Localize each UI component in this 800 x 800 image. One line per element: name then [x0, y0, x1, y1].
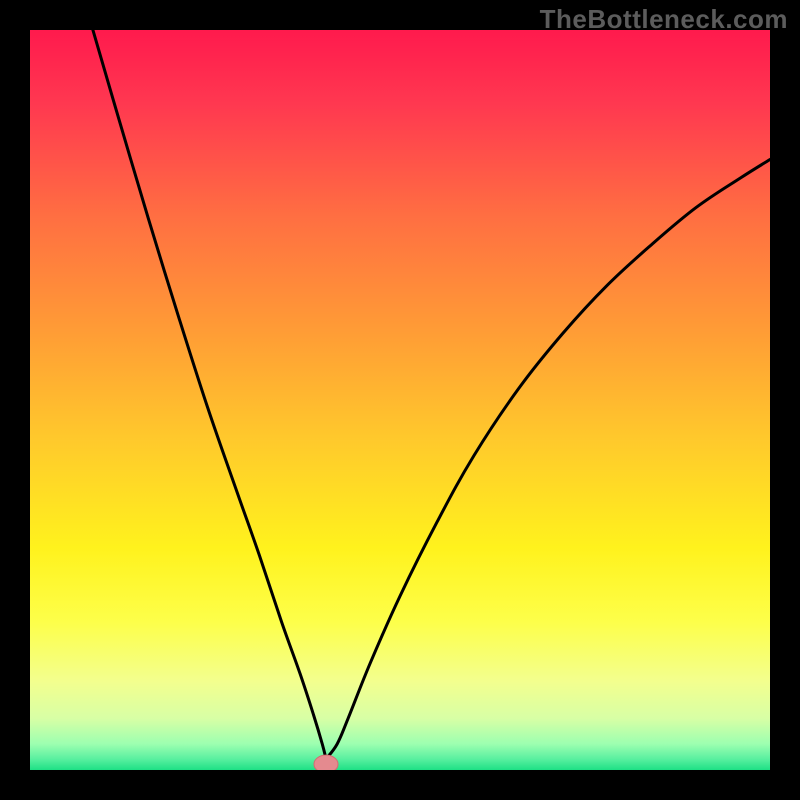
plot-background — [30, 30, 770, 770]
plot-svg — [30, 30, 770, 770]
minimum-marker — [314, 755, 338, 770]
plot-area — [30, 30, 770, 770]
figure-frame: TheBottleneck.com — [0, 0, 800, 800]
